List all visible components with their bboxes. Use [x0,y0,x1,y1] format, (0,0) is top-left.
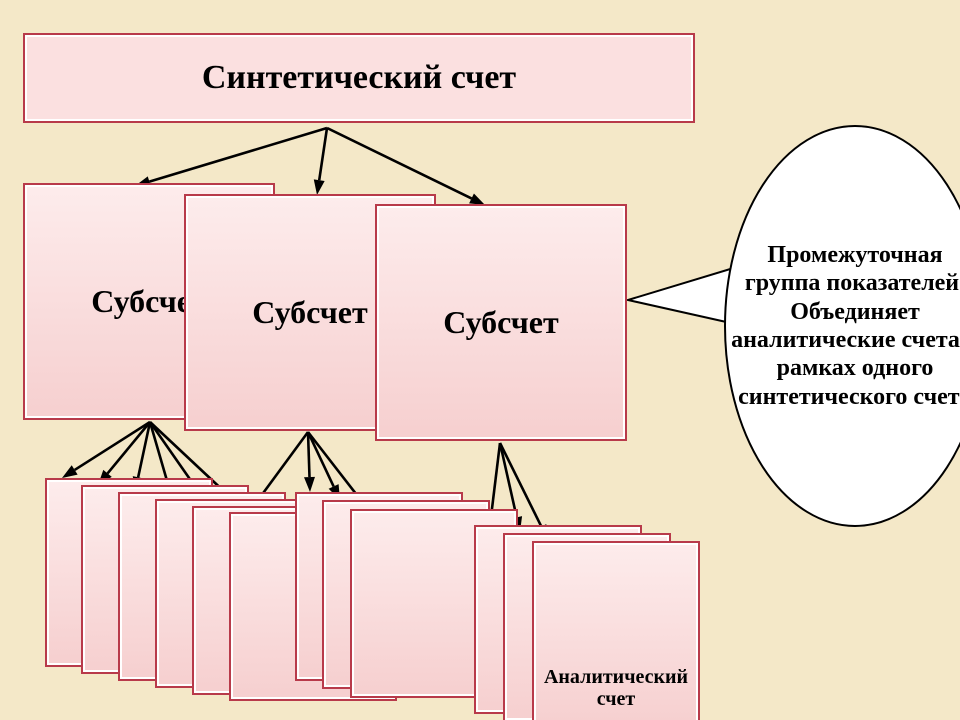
analytic-account-label: Аналитический счет [534,666,698,710]
analytic-account-box-11: Аналитический счет [532,541,700,720]
sub-account-label-2: Субсчет [443,305,558,340]
sub-account-box-2: Субсчет [375,204,627,441]
callout-text: Промежуточная группа показателей. Объеди… [725,237,960,415]
sub-account-label-1: Субсчет [252,295,367,330]
diagram-canvas: Синтетический счетСубсчетСубсчетСубсчетА… [0,0,960,720]
synthetic-account-label: Синтетический счет [202,59,516,96]
callout-bubble: Промежуточная группа показателей. Объеди… [725,126,960,526]
synthetic-account-box: Синтетический счет [23,33,695,123]
